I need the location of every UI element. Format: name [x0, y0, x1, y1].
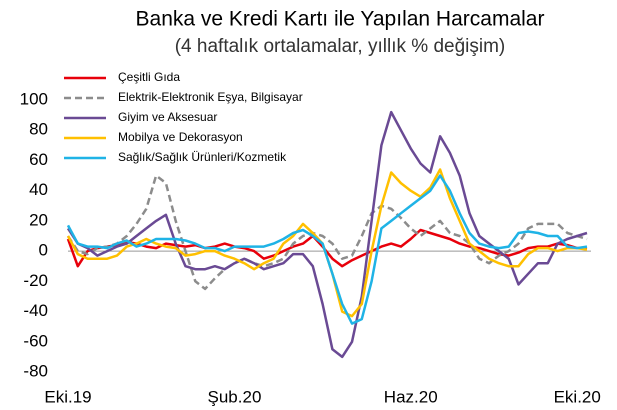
x-tick-label: Eki.20 [554, 387, 601, 406]
series-line [66, 174, 588, 291]
y-tick-label: -20 [23, 271, 48, 290]
y-tick-label: 100 [20, 89, 48, 108]
y-tick-label: 0 [39, 241, 48, 260]
x-tick-label: Eki.19 [44, 387, 91, 406]
legend-label: Giyim ve Aksesuar [118, 110, 217, 124]
y-tick-label: 20 [29, 210, 48, 229]
y-tick-label: -60 [23, 331, 48, 350]
chart-subtitle: (4 haftalık ortalamalar, yıllık % değişi… [175, 36, 506, 57]
series-line [66, 110, 588, 359]
y-tick-label: 80 [29, 120, 48, 139]
y-tick-label: -80 [23, 361, 48, 380]
chart-title: Banka ve Kredi Kartı ile Yapılan Harcama… [136, 8, 545, 31]
legend-label: Elektrik-Elektronik Eşya, Bilgisayar [118, 90, 303, 104]
y-tick-label: 40 [29, 180, 48, 199]
x-tick-label: Şub.20 [208, 387, 262, 406]
x-tick-label: Haz.20 [384, 387, 438, 406]
legend-label: Sağlık/Sağlık Ürünleri/Kozmetik [118, 150, 287, 164]
legend-label: Mobilya ve Dekorasyon [118, 130, 243, 144]
series-line [66, 174, 588, 325]
legend-label: Çeşitli Gıda [118, 70, 180, 84]
y-tick-label: 60 [29, 150, 48, 169]
y-tick-label: -40 [23, 301, 48, 320]
